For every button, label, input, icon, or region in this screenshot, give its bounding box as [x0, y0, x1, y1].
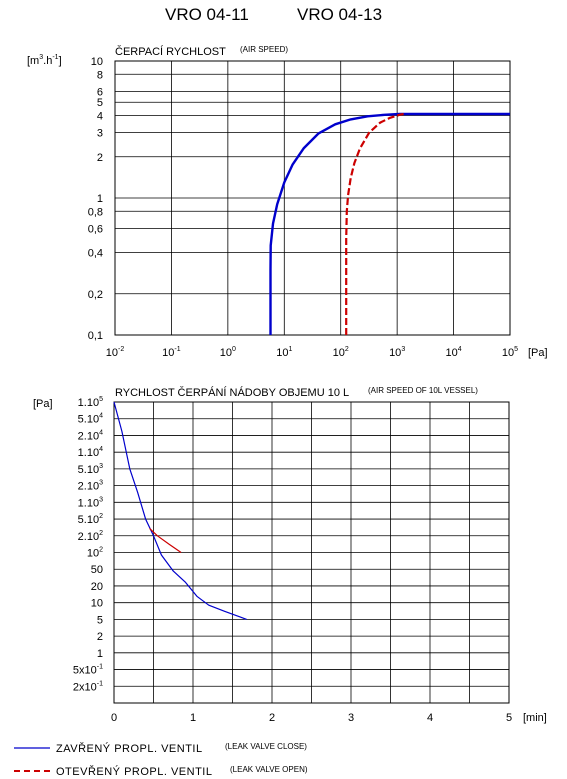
chart2-ylabel: [Pa]: [33, 398, 53, 410]
chart1-x-tick-label: 105: [502, 346, 518, 359]
chart2-y-tick-label: 1.105: [78, 396, 103, 409]
chart1-y-tick-label: 0,4: [88, 248, 103, 260]
chart2-y-tick-label: 20: [91, 581, 103, 593]
chart1-xlabel: [Pa]: [528, 347, 548, 359]
chart1-y-tick-label: 0,2: [88, 289, 103, 301]
chart2-y-tick-label: 2x10-1: [73, 680, 103, 693]
chart2-y-tick-label: 2.104: [78, 429, 103, 442]
chart2-x-tick-label: 3: [348, 712, 354, 724]
chart1-title: ČERPACÍ RYCHLOST: [115, 45, 226, 58]
chart2-series-0: [113, 401, 247, 620]
chart1-x-tick-label: 10-1: [162, 346, 181, 359]
chart1-series-1: [345, 112, 404, 335]
chart2-y-tick-label: 10: [91, 598, 103, 610]
chart1-y-tick-label: 0,6: [88, 223, 103, 235]
chart2-series-1: [149, 527, 182, 553]
chart2-y-tick-label: 102: [87, 547, 103, 560]
chart1-y-tick-label: 8: [97, 69, 103, 81]
chart1-x-tick-label: 100: [220, 346, 236, 359]
chart2-y-tick-label: 1: [97, 648, 103, 660]
chart1-x-tick-label: 101: [276, 346, 292, 359]
chart2-y-tick-label: 50: [91, 564, 103, 576]
chart1-x-tick-label: 102: [333, 346, 349, 359]
chart1-y-tick-label: 10: [91, 56, 103, 68]
legend-note-closed: (LEAK VALVE CLOSE): [225, 742, 307, 751]
chart1-y-tick-label: 6: [97, 86, 103, 98]
chart2-y-tick-label: 1.104: [78, 446, 103, 459]
vessel-pumping-chart: RYCHLOST ČERPÁNÍ NÁDOBY OBJEMU 10 L (AIR…: [33, 386, 547, 724]
chart2-y-tick-label: 2.102: [78, 530, 103, 543]
air-speed-chart: ČERPACÍ RYCHLOST (AIR SPEED) [m3.h-1] [P…: [27, 45, 548, 359]
chart2-x-tick-label: 4: [427, 712, 433, 724]
chart2-y-tick-label: 5: [97, 614, 103, 626]
chart2-xlabel: [min]: [523, 712, 547, 724]
chart2-x-tick-label: 2: [269, 712, 275, 724]
chart2-y-tick-label: 2: [97, 631, 103, 643]
chart1-y-tick-label: 0,8: [88, 206, 103, 218]
chart2-x-tick-label: 1: [190, 712, 196, 724]
title-right: VRO 04-13: [297, 5, 382, 24]
chart1-y-tick-label: 4: [97, 111, 103, 123]
chart1-series-0: [269, 112, 510, 335]
chart1-y-tick-label: 2: [97, 152, 103, 164]
chart1-subtitle: (AIR SPEED): [240, 45, 288, 54]
legend: ZAVŘENÝ PROPL. VENTIL (LEAK VALVE CLOSE)…: [14, 742, 308, 778]
chart1-x-tick-label: 10-2: [106, 346, 125, 359]
chart1-y-tick-label: 5: [97, 97, 103, 109]
chart2-subtitle: (AIR SPEED OF 10L VESSEL): [368, 386, 478, 395]
chart1-ylabel: [m3.h-1]: [27, 54, 62, 67]
chart2-x-tick-label: 5: [506, 712, 512, 724]
chart1-y-tick-label: 3: [97, 128, 103, 140]
chart1-y-tick-label: 1: [97, 193, 103, 205]
chart2-y-tick-label: 2.103: [78, 480, 103, 493]
legend-label-open: OTEVŘENÝ PROPL. VENTIL: [56, 765, 212, 778]
chart2-y-tick-label: 1.103: [78, 496, 103, 509]
chart1-x-tick-label: 103: [389, 346, 405, 359]
chart1-y-tick-label: 0,1: [88, 330, 103, 342]
chart2-y-tick-label: 5x10-1: [73, 664, 103, 677]
legend-note-open: (LEAK VALVE OPEN): [230, 765, 308, 774]
chart2-y-tick-label: 5.104: [78, 413, 103, 426]
chart2-x-tick-label: 0: [111, 712, 117, 724]
chart1-x-tick-label: 104: [445, 346, 461, 359]
legend-label-closed: ZAVŘENÝ PROPL. VENTIL: [56, 742, 203, 755]
chart2-title: RYCHLOST ČERPÁNÍ NÁDOBY OBJEMU 10 L: [115, 386, 349, 399]
chart2-y-tick-label: 5.102: [78, 513, 103, 526]
chart2-y-tick-label: 5.103: [78, 463, 103, 476]
title-left: VRO 04-11: [165, 5, 249, 24]
